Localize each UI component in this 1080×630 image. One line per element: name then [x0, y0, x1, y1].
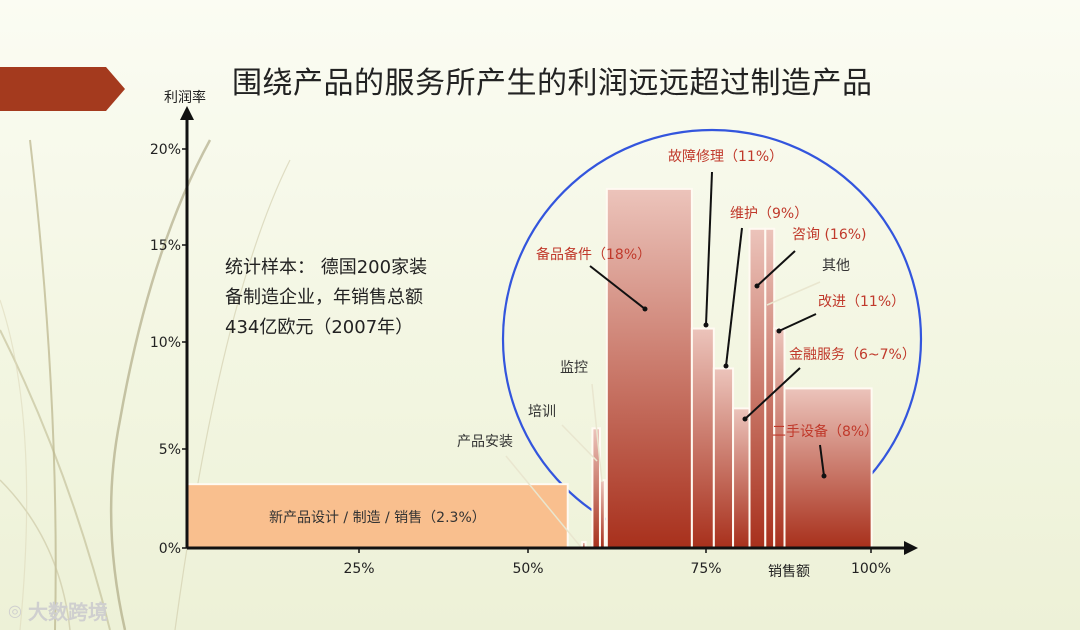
bar-label-main: 新产品设计 / 制造 / 销售（2.3%） — [269, 510, 486, 526]
annotation-leader-5 — [778, 313, 817, 332]
annotation-leader-2 — [756, 250, 796, 287]
note-line-2: 备制造企业，年销售总额 — [225, 287, 423, 308]
bar-3 — [598, 479, 606, 550]
y-tick-label-4: 20% — [150, 142, 181, 158]
x-tick-label-3: 100% — [851, 561, 891, 577]
annotation-label-5: 改进（11%） — [818, 294, 905, 310]
annotation-label-3: 备品备件（18%） — [536, 246, 651, 263]
bar-0 — [186, 483, 569, 550]
annotation-label-6: 金融服务（6~7%） — [789, 347, 916, 363]
decorative-curve-3 — [0, 479, 71, 630]
annotation-label-7: 监控 — [560, 360, 588, 376]
logo-icon: ◎ — [8, 601, 22, 620]
x-tick-label-0: 25% — [343, 561, 374, 577]
bar-7 — [732, 407, 751, 549]
bar-11 — [783, 387, 873, 549]
watermark-text: 大数跨境 — [27, 600, 108, 624]
y-axis-label: 利润率 — [164, 90, 206, 106]
x-axis-arrow — [904, 541, 918, 555]
annotation-label-2: 咨询 (16%) — [792, 227, 867, 243]
x-axis-label: 销售额 — [768, 564, 810, 580]
note-line-1: 统计样本： 德国200家装 — [225, 257, 428, 278]
note-line-3: 434亿欧元（2007年） — [225, 317, 414, 338]
decorative-curve-6 — [0, 299, 28, 630]
annotation-dot-1 — [723, 363, 729, 369]
y-tick-label-0: 0% — [159, 541, 181, 557]
x-tick-label-2: 75% — [690, 561, 721, 577]
chart-title: 围绕产品的服务所产生的利润远远超过制造产品 — [232, 66, 873, 101]
bar-8 — [748, 227, 767, 550]
annotation-leader-3 — [589, 265, 646, 310]
annotation-leader-1 — [725, 227, 743, 367]
annotation-leader-8 — [561, 424, 598, 462]
annotation-dot-2 — [754, 283, 760, 289]
bar-6 — [712, 367, 735, 550]
statistics-note: 统计样本： 德国200家装 备制造企业，年销售总额 434亿欧元（2007年） — [225, 253, 485, 343]
watermark: ◎ 大数跨境 — [8, 596, 108, 625]
bar-5 — [690, 327, 715, 549]
annotation-label-4: 其他 — [822, 258, 850, 274]
annotation-label-8: 培训 — [528, 404, 556, 420]
annotation-leader-10 — [819, 444, 825, 477]
decorative-curve-2 — [0, 329, 111, 630]
annotation-dot-0 — [703, 322, 709, 328]
annotation-label-10: 二手设备（8%） — [772, 423, 878, 440]
annotation-label-1: 维护（9%） — [730, 206, 808, 222]
title-arrow-shape — [0, 67, 125, 111]
annotation-label-9: 产品安装 — [457, 434, 513, 450]
annotation-leader-0 — [705, 171, 713, 326]
y-axis-arrow — [180, 106, 194, 120]
annotation-dot-10 — [821, 473, 827, 479]
annotation-label-0: 故障修理（11%） — [668, 149, 783, 165]
annotation-dot-5 — [776, 328, 782, 334]
annotation-leader-7 — [591, 383, 603, 483]
annotation-dot-6 — [742, 416, 748, 422]
x-tick-label-1: 50% — [512, 561, 543, 577]
y-tick-label-1: 5% — [159, 442, 181, 458]
annotation-leader-6 — [744, 367, 801, 420]
annotation-dot-3 — [642, 306, 648, 312]
annotation-leader-4 — [766, 281, 821, 306]
bar-4 — [605, 187, 693, 549]
y-tick-label-3: 15% — [150, 238, 181, 254]
annotation-leader-9 — [505, 455, 581, 547]
y-tick-label-2: 10% — [150, 335, 181, 351]
decorative-curve-4 — [109, 139, 212, 630]
